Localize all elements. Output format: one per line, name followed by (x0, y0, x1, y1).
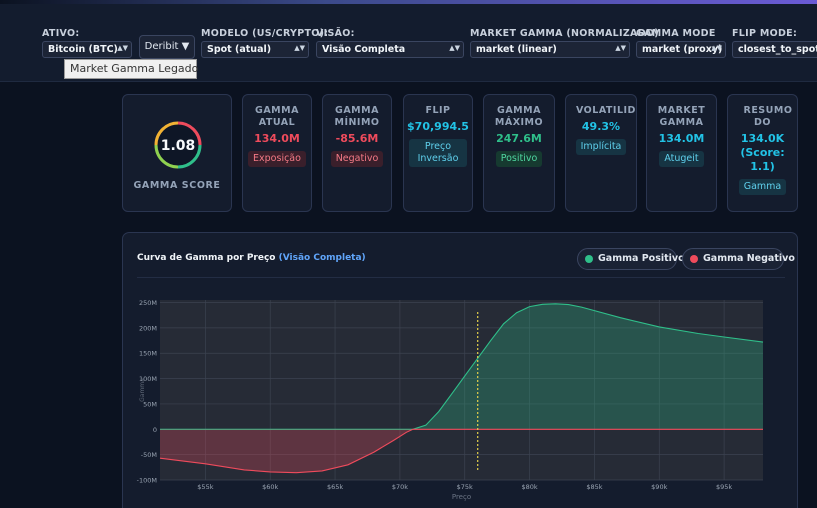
market-gamma-select[interactable]: market (linear) ▲▼ (470, 41, 630, 58)
ativo-select-value: Bitcoin (BTC) (48, 44, 118, 55)
exchange-dropdown-button[interactable]: Deribit ▼ (139, 35, 195, 59)
chart-title: Curva de Gamma por Preço (Visão Completa… (137, 253, 366, 263)
gamma-negative-line (159, 428, 763, 474)
modelo-select-value: Spot (atual) (207, 44, 272, 55)
card-badge: Positivo (495, 151, 543, 167)
card-badge: Preço Inversão (409, 139, 467, 167)
x-tick-label: $80k (521, 483, 537, 491)
flip-mode-label: FLIP MODE: (732, 28, 798, 39)
gamma-negative-area (160, 429, 763, 473)
card-badge: Atugeit (659, 151, 704, 167)
x-tick-label: $70k (392, 483, 408, 491)
card-badge: Negativo (330, 151, 384, 167)
legend-negative-label: Gamma Negativo (703, 253, 795, 264)
card-gamma-minimo: GAMMA MÍNIMO -85.6M Negativo (322, 94, 392, 212)
card-badge: Gamma (738, 179, 787, 195)
legend-positive-toggle[interactable]: Gamma Positivo (577, 248, 685, 270)
market-gamma-label: MARKET GAMMA (NORMALIZADO) (470, 28, 659, 39)
modelo-select[interactable]: Spot (atual) ▲▼ (201, 41, 309, 58)
legend-negative-toggle[interactable]: Gamma Negativo (682, 248, 795, 270)
top-accent-line (0, 0, 817, 4)
y-tick-label: -100M (137, 477, 157, 485)
card-gamma-atual: GAMMA ATUAL 134.0M Exposição (242, 94, 312, 212)
card-value: 134.0K (Score: 1.1) (740, 132, 785, 173)
y-tick-label: 100M (139, 375, 157, 383)
y-tick-label: 150M (139, 350, 157, 358)
gamma-mode-label: GAMMA MODE (636, 28, 716, 39)
plot-area (160, 300, 763, 480)
card-badge: Implícita (575, 139, 627, 155)
card-title: GAMMA MÁXIMO (494, 105, 544, 128)
updown-arrows-icon: ▲▼ (449, 44, 460, 52)
visao-select[interactable]: Visão Completa ▲▼ (316, 41, 464, 58)
gamma-positive-line (160, 303, 764, 430)
green-dot-icon (585, 255, 593, 263)
card-value: 49.3% (581, 120, 621, 133)
y-tick-label: 250M (139, 299, 157, 307)
x-axis-label: Preço (452, 493, 471, 501)
updown-arrows-icon: ▲▼ (711, 44, 722, 52)
flip-mode-select-value: closest_to_spot (738, 44, 817, 55)
card-volatilidade: VOLATILIDADE 49.3% Implícita (565, 94, 637, 212)
ativo-select[interactable]: Bitcoin (BTC) ▲▼ (42, 41, 132, 58)
card-flip: FLIP $70,994.5 Preço Inversão (403, 94, 473, 212)
card-value: 134.0M (254, 132, 300, 145)
visao-select-value: Visão Completa (322, 44, 406, 55)
y-tick-label: 0 (153, 426, 157, 434)
card-value: $70,994.5 (407, 120, 469, 133)
gamma-positive-area (160, 303, 763, 430)
x-tick-label: $60k (262, 483, 278, 491)
y-tick-label: 200M (139, 324, 157, 332)
y-tick-label: 50M (143, 400, 157, 408)
card-value: -85.6M (335, 132, 379, 145)
card-resumo: RESUMO DO 134.0K (Score: 1.1) Gamma (727, 94, 798, 212)
card-title: FLIP (425, 105, 451, 116)
x-tick-label: $65k (327, 483, 343, 491)
x-tick-label: $75k (457, 483, 473, 491)
market-gamma-select-value: market (linear) (476, 44, 557, 55)
card-title: GAMMA MÍNIMO (334, 105, 380, 128)
x-tick-label: $90k (651, 483, 667, 491)
card-gamma-maximo: GAMMA MÁXIMO 247.6M Positivo (483, 94, 555, 212)
card-title: MARKET GAMMA (657, 105, 706, 128)
x-tick-label: $85k (586, 483, 602, 491)
updown-arrows-icon: ▲▼ (615, 44, 626, 52)
updown-arrows-icon: ▲▼ (117, 44, 128, 52)
x-tick-label: $95k (716, 483, 732, 491)
x-tick-label: $55k (197, 483, 213, 491)
card-title: VOLATILIDADE (576, 105, 636, 116)
card-value: 134.0M (658, 132, 705, 145)
gamma-score-label: GAMMA SCORE (133, 180, 221, 191)
card-value: 247.6M (496, 132, 542, 145)
gamma-mode-select-value: market (proxy) (642, 44, 723, 55)
legend-positive-label: Gamma Positivo (598, 253, 685, 264)
red-dot-icon (690, 255, 698, 263)
card-badge: Exposição (248, 151, 306, 167)
gamma-score-gauge: 1.08 (154, 121, 202, 169)
chart-divider (137, 277, 785, 278)
y-tick-label: -50M (141, 451, 157, 459)
gamma-mode-select[interactable]: market (proxy) ▲▼ (636, 41, 726, 58)
visao-label: VISÃO: (316, 28, 355, 39)
tooltip: Market Gamma Legado (64, 59, 198, 79)
filter-header: ATIVO: Bitcoin (BTC) ▲▼ Deribit ▼ MODELO… (0, 4, 817, 82)
updown-arrows-icon: ▲▼ (294, 44, 305, 52)
y-axis-label: Gamma (139, 378, 146, 402)
chart-title-highlight: (Visão Completa) (278, 253, 366, 263)
card-title: RESUMO DO (743, 105, 793, 128)
gamma-score-card: 1.08 GAMMA SCORE (122, 94, 232, 212)
flip-mode-select[interactable]: closest_to_spot (732, 41, 817, 58)
modelo-label: MODELO (US/CRYPTO): (201, 28, 329, 39)
gamma-score-value: 1.08 (161, 138, 196, 154)
card-market-gamma: MARKET GAMMA 134.0M Atugeit (646, 94, 717, 212)
ativo-label: ATIVO: (42, 28, 80, 39)
chart-title-text: Curva de Gamma por Preço (137, 253, 276, 263)
card-title: GAMMA ATUAL (255, 105, 299, 128)
